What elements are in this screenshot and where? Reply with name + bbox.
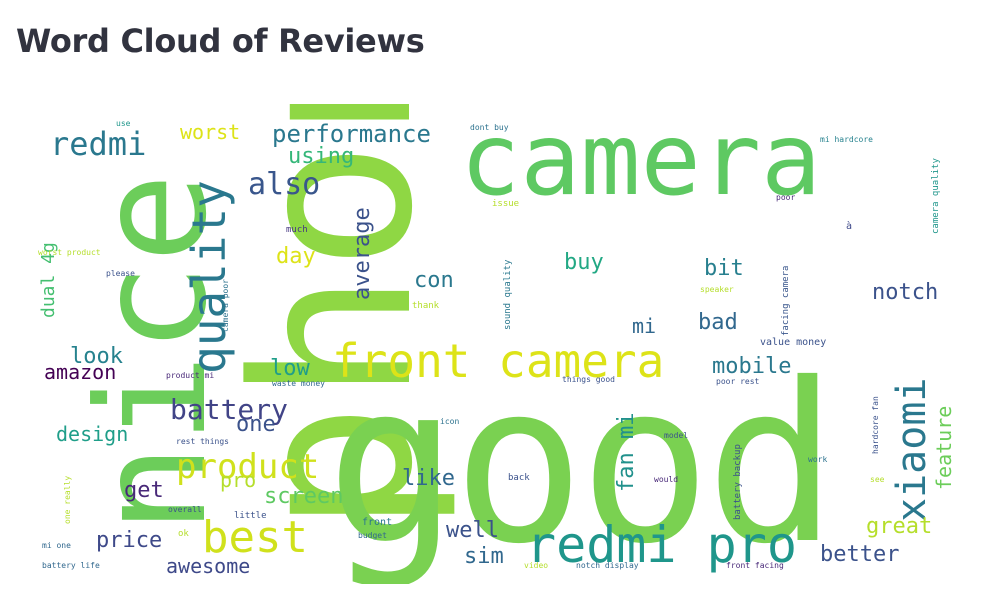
cloud-word: well [446,518,499,543]
cloud-word: using [288,144,355,169]
cloud-word: one really [63,475,72,524]
page-title: Word Cloud of Reviews [16,22,425,60]
cloud-word: facing camera [781,265,791,336]
cloud-word: mi hardcore [820,135,873,144]
cloud-word: redmi pro [526,516,797,574]
cloud-word: con [414,268,454,293]
cloud-word: camera [460,104,822,218]
cloud-word: back [508,473,530,483]
cloud-word: price [96,528,163,553]
cloud-word: battery life [42,561,100,570]
cloud-word: speaker [700,285,734,294]
cloud-word: dont buy [470,123,509,132]
cloud-word: camera poor [221,279,230,332]
cloud-word: video [524,561,549,570]
cloud-word: hardcore fan [871,396,880,454]
cloud-word: notch [872,280,939,305]
cloud-word: one [236,412,276,437]
cloud-word: worst product [38,248,101,257]
cloud-word: fan mi [614,412,639,492]
cloud-word: sim [464,544,504,569]
cloud-word: best [202,512,308,563]
cloud-word: buy [564,250,604,275]
cloud-word: little [234,511,267,521]
cloud-word: redmi [50,125,147,163]
cloud-word: use [116,119,131,128]
cloud-word: design [56,422,129,446]
cloud-word: ok [178,529,189,539]
cloud-word: performance [272,120,431,148]
cloud-word: front [362,517,393,528]
cloud-word: would [654,475,679,484]
cloud-word: notch display [576,561,639,570]
cloud-word: thank [412,301,440,311]
cloud-word: issue [492,199,520,209]
cloud-word: good [326,336,838,584]
cloud-word: mi one [42,541,71,550]
cloud-word: budget [358,531,387,540]
cloud-word: get [124,478,164,503]
cloud-word: waste money [272,379,325,388]
cloud-word: average [350,207,375,300]
cloud-word: à [846,221,853,232]
cloud-word: work [808,455,828,464]
cloud-word: poor [776,193,796,202]
cloud-word: low [270,356,310,381]
cloud-word: battery backup [733,444,743,520]
cloud-word: product mi [166,371,215,380]
cloud-word: mobile [712,354,792,379]
cloud-word: camera quality [931,158,941,234]
cloud-word: overall [168,505,202,514]
cloud-word: icon [440,417,460,426]
cloud-word: battery [170,393,289,426]
word-cloud: phone good nice camera front camera redm… [36,104,966,584]
cloud-word: things good [562,375,615,384]
cloud-word: bit [704,256,744,281]
cloud-word: great [866,514,933,539]
cloud-word: amazon [44,360,117,384]
cloud-word: value money [760,337,827,348]
cloud-word: model [664,431,689,440]
cloud-word: front facing [726,561,784,570]
cloud-word: awesome [166,554,251,578]
cloud-word: pro [220,468,257,492]
cloud-word: rest things [176,437,229,446]
cloud-word: day [276,244,316,269]
cloud-word: look [70,344,123,369]
cloud-word: like [402,466,455,491]
cloud-word: see [870,475,885,484]
cloud-word: screen [264,484,344,509]
cloud-word: product [176,447,320,487]
cloud-word: poor rest [716,377,760,386]
cloud-word: mi [632,314,657,338]
cloud-word: much [286,225,308,235]
cloud-word: xiaomi [889,377,935,523]
cloud-word: front camera [332,334,665,388]
cloud-word: bad [698,310,738,335]
cloud-word: feature [932,405,956,490]
cloud-word: worst [180,120,241,144]
cloud-word: please [106,269,135,278]
cloud-word: quality [182,180,236,374]
cloud-word: sound quality [503,259,513,330]
cloud-word: better [820,542,900,567]
cloud-word: also [248,167,321,202]
